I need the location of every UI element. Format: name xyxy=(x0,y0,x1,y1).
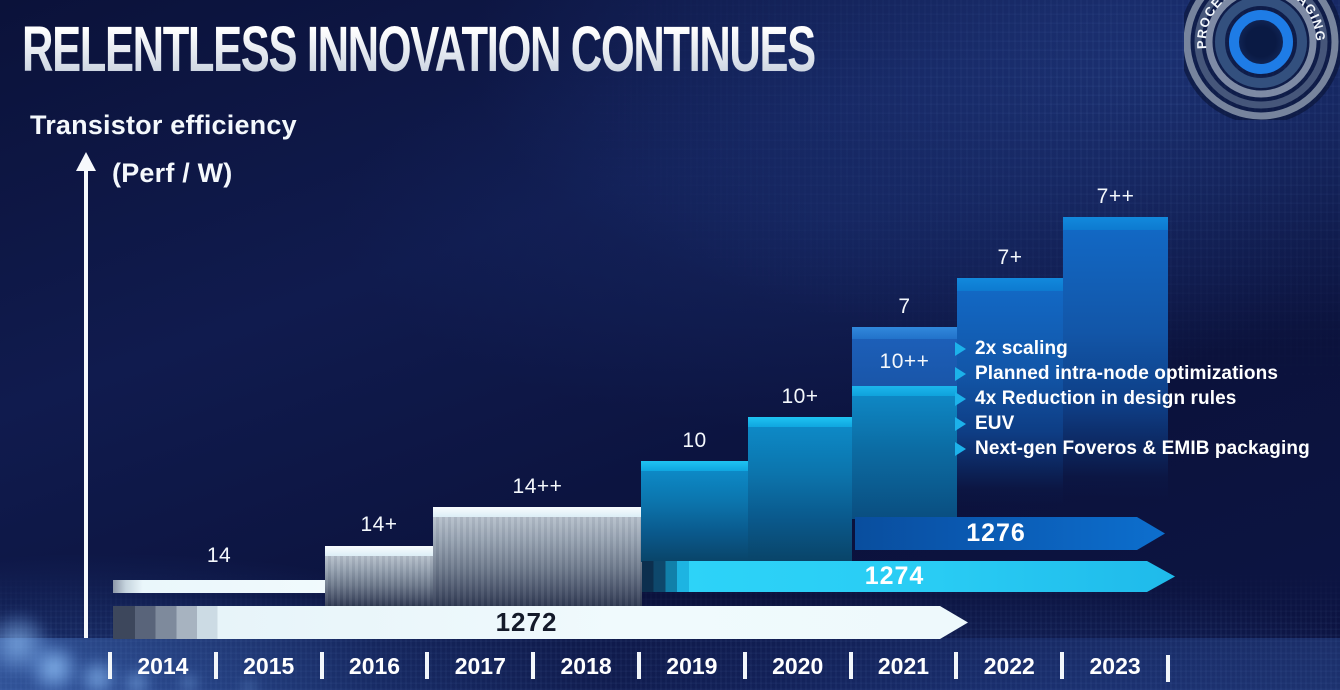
node-label-7: 7 xyxy=(898,295,911,318)
y-axis-label-line1: Transistor efficiency xyxy=(30,110,297,140)
year-cell: 2019 xyxy=(636,649,745,683)
triangle-bullet-icon xyxy=(955,441,966,456)
fab-1276-label: 1276 xyxy=(966,519,1026,547)
bullet-item: 2x scaling xyxy=(955,336,1337,361)
y-axis-arrow-line xyxy=(84,170,88,638)
bokeh-light xyxy=(0,612,50,676)
axis-tick xyxy=(213,652,218,679)
fab-1272-arrow: 1272 xyxy=(113,606,968,639)
fab-1276-arrow: 1276 xyxy=(855,517,1165,550)
bokeh-light xyxy=(240,678,258,690)
axis-tick xyxy=(954,652,959,679)
axis-tick xyxy=(108,652,112,679)
year-label: 2015 xyxy=(243,653,295,679)
axis-tick xyxy=(1165,655,1170,682)
bar-top-cap xyxy=(325,546,433,556)
node-label-14plus: 14+ xyxy=(360,513,398,536)
triangle-bullet-icon xyxy=(955,391,966,406)
y-axis-label-line2: (Perf / W) xyxy=(112,158,233,188)
axis-tick xyxy=(531,652,536,679)
axis-tick xyxy=(742,652,747,679)
node-label-14plusplus: 14++ xyxy=(512,475,563,498)
fab-1274-arrow: 1274 xyxy=(642,561,1175,592)
bar-body xyxy=(433,517,642,606)
bullet-text: Next-gen Foveros & EMIB packaging xyxy=(975,437,1310,459)
bullet-text: Planned intra-node optimizations xyxy=(975,362,1278,384)
bar-7nm-plus-plus xyxy=(1063,217,1168,499)
fab-1272-label: 1272 xyxy=(495,607,558,637)
year-cell: 2017 xyxy=(425,649,533,683)
bar-10nm-plus xyxy=(748,417,852,562)
year-label: 2017 xyxy=(454,653,506,679)
node-label-10plusplus: 10++ xyxy=(879,350,930,373)
bar-14nm-plus-plus xyxy=(433,507,642,606)
year-cell: 2022 xyxy=(954,649,1062,683)
axis-tick xyxy=(1060,652,1065,679)
node-label-7plus: 7+ xyxy=(997,246,1023,269)
axis-tick xyxy=(319,652,324,679)
year-cell: 2020 xyxy=(742,649,851,683)
bullet-item: Next-gen Foveros & EMIB packaging xyxy=(955,436,1337,461)
y-axis-arrow-up-icon xyxy=(76,152,96,171)
process-packaging-badge-icon: PROCESS & PACKAGING xyxy=(1184,0,1340,120)
year-cell: 2016 xyxy=(319,649,428,683)
triangle-bullet-icon xyxy=(955,341,966,356)
year-label: 2021 xyxy=(877,653,930,679)
bar-10nm-plus-plus xyxy=(852,386,957,519)
bullet-text: EUV xyxy=(975,412,1015,434)
axis-tick xyxy=(636,652,641,679)
year-label: 2014 xyxy=(137,653,189,679)
fab-1274-label: 1274 xyxy=(864,562,925,590)
bar-top-cap xyxy=(852,327,957,339)
year-cell: 2021 xyxy=(848,649,957,683)
bar-10nm xyxy=(641,461,748,562)
bar-top-cap xyxy=(852,386,957,396)
bar-body xyxy=(957,291,1063,506)
bar-top-cap xyxy=(748,417,852,427)
bullet-text: 2x scaling xyxy=(975,337,1068,359)
bullet-item: 4x Reduction in design rules xyxy=(955,386,1337,411)
bokeh-light xyxy=(178,672,200,690)
node-label-10plus: 10+ xyxy=(781,385,819,408)
bar-body xyxy=(325,556,433,606)
axis-tick xyxy=(848,652,853,679)
feature-bullet-list: 2x scaling Planned intra-node optimizati… xyxy=(955,336,1337,461)
triangle-bullet-icon xyxy=(955,366,966,381)
page-title: RELENTLESS INNOVATION CONTINUES xyxy=(22,13,816,85)
node-label-14: 14 xyxy=(206,544,232,567)
triangle-bullet-icon xyxy=(955,416,966,431)
bullet-item: EUV xyxy=(955,411,1337,436)
year-label: 2023 xyxy=(1089,653,1141,679)
bar-body xyxy=(641,471,748,562)
year-cell: 2018 xyxy=(531,649,639,683)
bar-14nm xyxy=(113,580,325,593)
bar-body xyxy=(748,427,852,562)
bar-top-cap xyxy=(433,507,642,517)
bar-7nm-plus xyxy=(957,278,1063,506)
node-label-10: 10 xyxy=(682,429,707,452)
bullet-item: Planned intra-node optimizations xyxy=(955,361,1337,386)
bar-top-cap xyxy=(957,278,1063,291)
year-label: 2020 xyxy=(772,653,824,679)
bar-top-cap xyxy=(641,461,748,471)
year-label: 2022 xyxy=(983,653,1035,679)
year-label: 2016 xyxy=(348,653,401,679)
year-label: 2019 xyxy=(666,653,718,679)
bar-body xyxy=(1063,230,1168,499)
bar-body xyxy=(852,396,957,519)
x-axis-years: 2014 2015 2016 2017 2018 2019 2020 2021 … xyxy=(108,649,1170,683)
year-cell: 2023 xyxy=(1060,649,1170,683)
bar-14nm-plus xyxy=(325,546,433,606)
year-cell: 2014 xyxy=(108,649,216,683)
bar-top-cap xyxy=(1063,217,1168,230)
year-label: 2018 xyxy=(560,653,612,679)
node-label-7plusplus: 7++ xyxy=(1096,185,1135,208)
bullet-text: 4x Reduction in design rules xyxy=(975,387,1237,409)
bottom-glow-band xyxy=(0,638,1340,690)
axis-tick xyxy=(425,652,430,679)
bokeh-light xyxy=(122,668,152,690)
year-cell: 2015 xyxy=(213,649,322,683)
